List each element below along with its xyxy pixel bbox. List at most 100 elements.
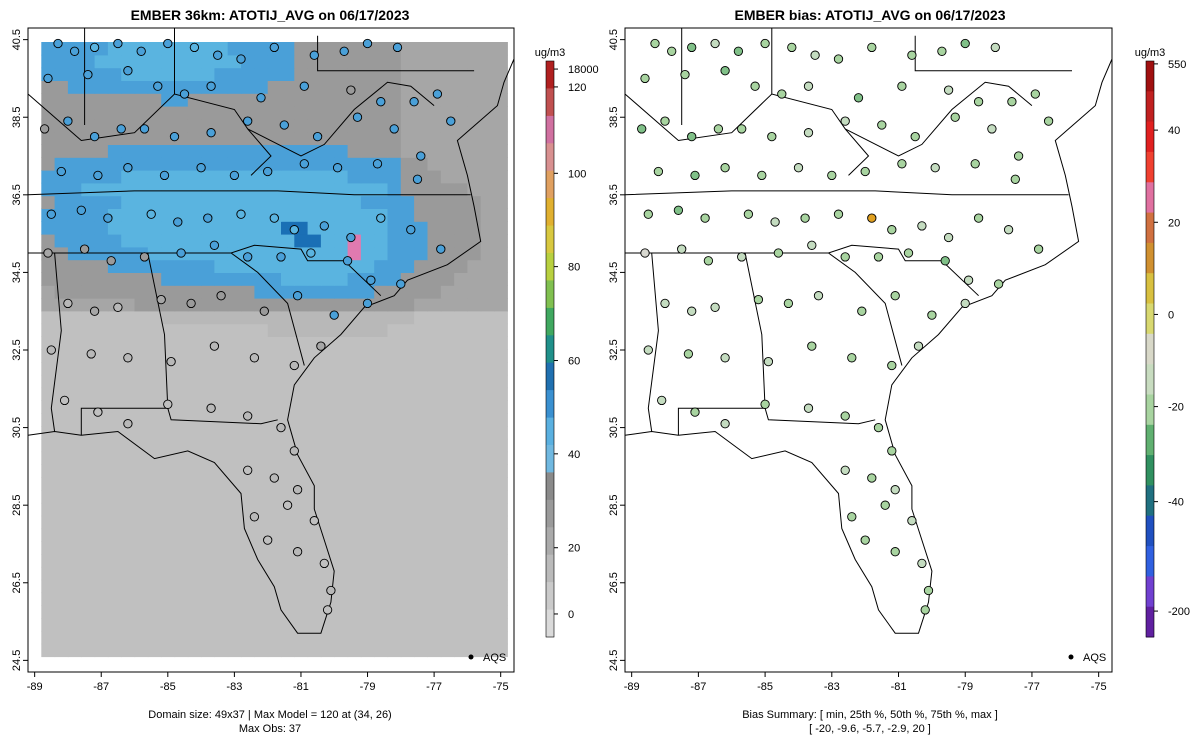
grid-cell [201, 426, 215, 440]
grid-cell [494, 234, 508, 248]
station-marker [163, 399, 173, 409]
grid-cell [227, 464, 242, 478]
grid-cell [334, 54, 349, 69]
grid-cell [494, 502, 508, 517]
grid-cell [320, 400, 335, 414]
grid-cell [480, 579, 495, 594]
grid-cell [480, 362, 495, 376]
grid-cell [214, 413, 229, 427]
grid-cell [214, 259, 229, 273]
grid-cell [294, 310, 309, 325]
grid-cell [121, 170, 136, 184]
grid-cell [161, 554, 176, 568]
colorbar-swatch [546, 609, 554, 638]
grid-cell [427, 234, 442, 248]
grid-cell [307, 285, 322, 299]
grid-cell [187, 387, 202, 401]
y-tick-label: 30.5 [11, 417, 23, 438]
grid-cell [294, 426, 309, 440]
grid-cell [67, 554, 82, 568]
grid-cell [161, 259, 176, 273]
grid-cell [480, 605, 495, 619]
grid-cell [387, 464, 402, 478]
grid-cell [387, 438, 402, 453]
grid-cell [121, 541, 136, 555]
colorbar-swatch [546, 280, 554, 309]
grid-cell [174, 272, 189, 286]
grid-cell [41, 502, 56, 517]
grid-cell [427, 157, 442, 171]
grid-cell [347, 131, 362, 145]
grid-cell [187, 618, 202, 632]
left-colorbar-unit: ug/m3 [535, 47, 566, 59]
grid-cell [347, 323, 362, 337]
grid-cell [400, 502, 415, 517]
grid-cell [174, 502, 189, 517]
grid-cell [41, 182, 56, 197]
grid-cell [281, 528, 295, 542]
grid-cell [334, 438, 349, 453]
grid-cell [214, 80, 229, 94]
grid-cell [494, 106, 508, 120]
grid-cell [427, 426, 442, 440]
grid-cell [387, 630, 402, 645]
grid-cell [427, 298, 442, 312]
grid-cell [147, 67, 162, 81]
grid-cell [214, 387, 229, 401]
station-marker [306, 248, 316, 258]
right-map-frame [624, 27, 1113, 673]
grid-cell [467, 502, 482, 517]
station-marker [173, 217, 183, 227]
grid-cell [121, 195, 136, 209]
grid-cell [347, 630, 362, 645]
colorbar-swatch [546, 225, 554, 254]
grid-cell [334, 182, 349, 197]
grid-cell [107, 93, 122, 107]
grid-cell [440, 554, 455, 568]
grid-cell [121, 630, 136, 645]
grid-cell [267, 131, 282, 145]
grid-cell [360, 144, 375, 158]
grid-cell [187, 259, 202, 273]
grid-cell [414, 246, 428, 261]
grid-cell [121, 298, 136, 312]
grid-cell [440, 336, 455, 350]
grid-cell [281, 67, 295, 81]
grid-cell [241, 630, 255, 645]
grid-cell [387, 387, 402, 401]
grid-cell [387, 323, 402, 337]
grid-cell [400, 566, 415, 581]
grid-cell [281, 618, 295, 632]
grid-cell [54, 131, 69, 145]
grid-cell [387, 195, 402, 209]
grid-cell [94, 336, 109, 350]
grid-cell [494, 579, 508, 594]
grid-cell [147, 93, 162, 107]
grid-cell [347, 170, 362, 184]
grid-cell [307, 272, 322, 286]
grid-cell [494, 438, 508, 453]
grid-cell [294, 259, 309, 273]
colorbar-swatch [1146, 61, 1154, 92]
x-tick-label: -87 [690, 681, 706, 693]
grid-cell [467, 554, 482, 568]
grid-cell [94, 67, 109, 81]
grid-cell [201, 413, 215, 427]
station-marker [243, 465, 253, 475]
x-tick-label: -85 [160, 681, 176, 693]
station-marker [376, 213, 386, 223]
station-marker [690, 407, 700, 417]
grid-cell [347, 605, 362, 619]
grid-cell [440, 93, 455, 107]
grid-cell [454, 323, 468, 337]
grid-cell [347, 246, 362, 261]
station-marker [203, 213, 213, 223]
grid-cell [307, 170, 322, 184]
grid-cell [440, 387, 455, 401]
station-marker [943, 232, 954, 243]
grid-cell [54, 54, 69, 69]
colorbar-swatch [1146, 394, 1154, 426]
grid-cell [254, 118, 269, 133]
grid-cell [360, 106, 375, 120]
station-marker [123, 353, 133, 363]
